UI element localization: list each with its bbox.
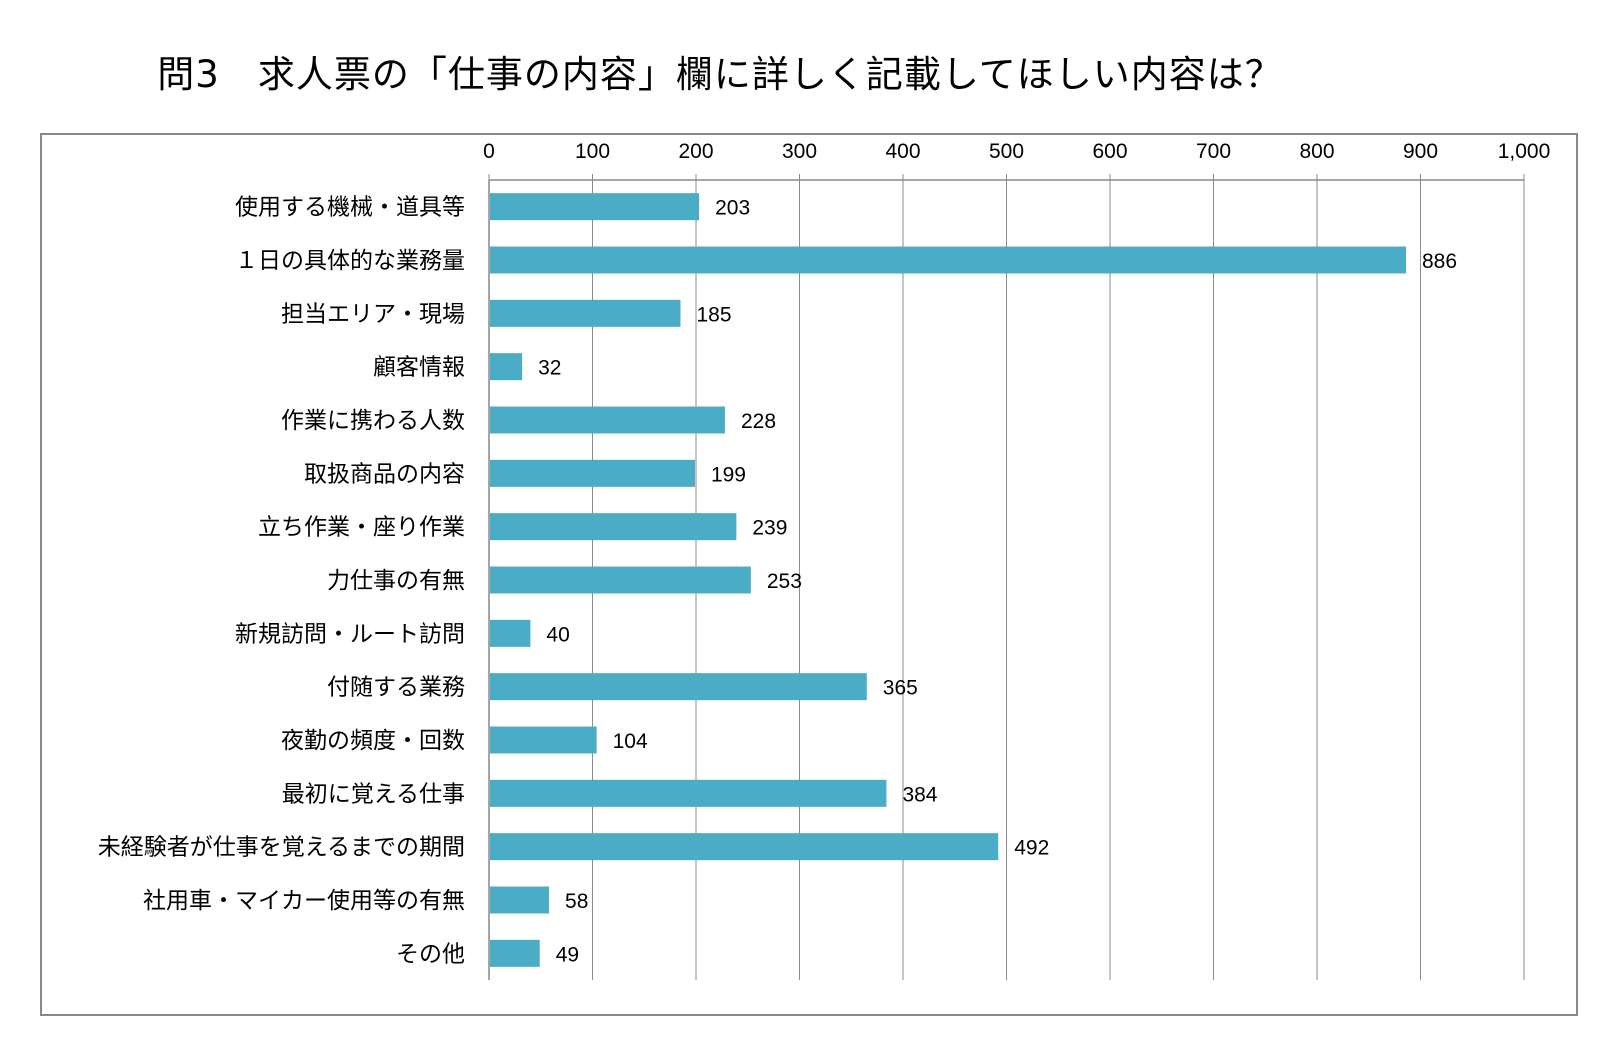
data-label: 104 [613,730,648,753]
bar [490,353,523,381]
data-label: 253 [767,570,802,593]
category-label: 担当エリア・現場 [281,301,465,327]
x-tick-label: 1,000 [1498,140,1551,163]
category-label: 付随する業務 [327,675,465,701]
data-label: 49 [556,943,579,966]
bar [490,673,867,701]
x-tick-label: 600 [1092,140,1127,163]
category-labels: 使用する機械・道具等 １日の具体的な業務量担当エリア・現場顧客情報作業に携わる人数… [98,195,465,968]
data-label: 365 [883,677,918,700]
category-label: 最初に覚える仕事 [282,781,465,807]
category-label: その他 [396,941,465,967]
bar [490,886,550,914]
category-label: 取扱商品の内容 [304,461,465,487]
data-label: 886 [1422,250,1457,273]
category-label: 新規訪問・ルート訪問 [235,621,465,647]
data-label: 492 [1014,837,1049,860]
x-axis-ticks: 0 100 200 300 400 500 600 700 800 900 1,000 [483,140,1550,163]
data-label: 40 [546,623,569,646]
bar [490,833,999,861]
value-labels: 203 886 185 32 228 199 239 253 40 365 104 384 492 58 4… [538,197,1457,967]
category-label: １日の具体的な業務量 [235,248,465,274]
x-tick-label: 100 [575,140,610,163]
chart-frame [40,133,1578,1016]
x-tick-label: 0 [483,140,495,163]
bar [490,406,725,434]
chart-title: 問3 求人票の「仕事の内容」欄に詳しく記載してほしい内容は？ [157,53,1283,96]
data-label: 58 [565,890,588,913]
x-tick-label: 700 [1196,140,1231,163]
x-tick-label: 500 [989,140,1024,163]
category-label: 立ち作業・座り作業 [258,515,465,541]
bar [490,193,700,221]
bar [490,619,531,647]
x-tick-label: 900 [1403,140,1438,163]
data-label: 239 [752,517,787,540]
category-label: 力仕事の有無 [327,568,465,594]
bar [490,566,751,594]
category-label: 顧客情報 [373,355,465,381]
x-tick-label: 200 [678,140,713,163]
category-label: 使用する機械・道具等 [235,195,465,221]
category-label: 未経験者が仕事を覚えるまでの期間 [98,835,465,861]
category-label: 社用車・マイカー使用等の有無 [143,888,465,914]
data-label: 228 [741,410,776,433]
bar [490,513,737,541]
bar [490,939,540,967]
bars [490,193,1407,967]
data-label: 32 [538,357,561,380]
category-label: 夜勤の頻度・回数 [281,728,465,754]
bar [490,246,1407,274]
data-label: 384 [902,783,937,806]
data-label: 185 [696,303,731,326]
x-tick-label: 300 [782,140,817,163]
data-label: 199 [711,463,746,486]
bar [490,459,695,487]
bar [490,299,681,327]
x-tick-label: 800 [1299,140,1334,163]
x-tick-label: 400 [885,140,920,163]
category-label: 作業に携わる人数 [281,408,465,434]
bar [490,726,597,754]
bar [490,779,887,807]
data-label: 203 [715,197,750,220]
